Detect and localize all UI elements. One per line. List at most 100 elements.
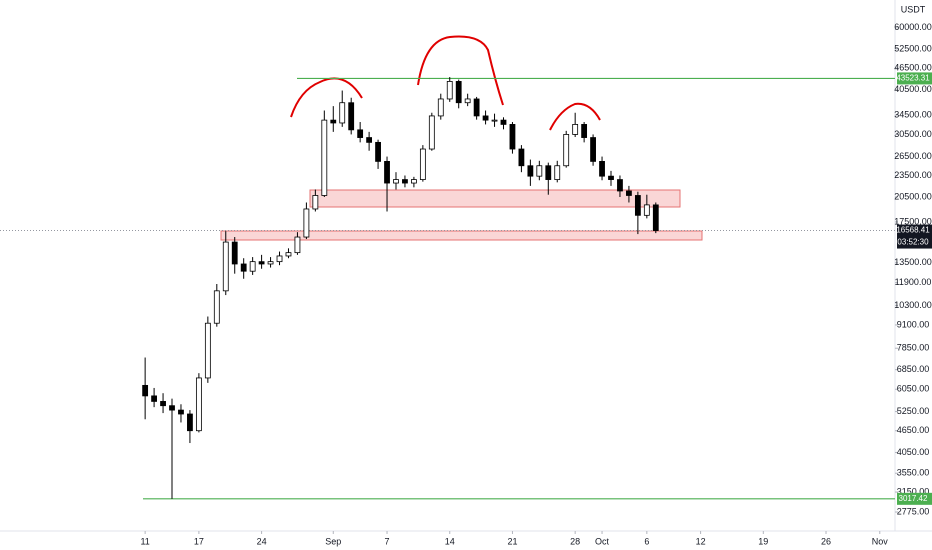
currency-label: USDT	[901, 4, 926, 14]
x-tick-label: 6	[644, 536, 649, 546]
x-tick-label: 19	[758, 536, 768, 546]
y-tick-label: 17500.00	[894, 216, 932, 226]
x-tick-label: 21	[507, 536, 517, 546]
candle-body	[169, 405, 175, 411]
candle-body	[303, 208, 310, 238]
y-tick-label: 6050.00	[897, 384, 930, 394]
candle-body	[222, 241, 229, 292]
candle-body	[285, 252, 292, 257]
candle-body	[455, 81, 462, 104]
y-tick-label: 3550.00	[897, 468, 930, 478]
y-tick-label: 20500.00	[894, 191, 932, 201]
x-tick-label: Sep	[325, 536, 341, 546]
left-shoulder	[290, 77, 363, 118]
y-tick-label: 34500.00	[894, 109, 932, 119]
right-shoulder	[549, 102, 601, 131]
candle-body	[249, 261, 256, 272]
candle-body	[195, 377, 202, 432]
candle-body	[536, 165, 543, 177]
candle-body	[518, 148, 525, 167]
x-tick-label: 24	[257, 536, 267, 546]
y-tick-label: 40500.00	[894, 84, 932, 94]
y-tick-label: 23500.00	[894, 170, 932, 180]
candle-body	[339, 102, 346, 124]
candle-body	[187, 413, 193, 432]
pattern-drawings	[290, 35, 601, 131]
candle-body	[151, 395, 157, 402]
candle-body	[563, 134, 570, 167]
candle-body	[545, 165, 552, 180]
x-tick-label: 28	[570, 536, 580, 546]
candle-body	[258, 261, 265, 265]
y-tick-label: 30500.00	[894, 129, 932, 139]
x-tick-label: Nov	[872, 536, 889, 546]
candle-body	[590, 137, 596, 162]
candle-body	[213, 290, 220, 324]
y-tick-label: 60000.00	[894, 22, 932, 32]
x-tick-label: 7	[385, 536, 390, 546]
candle-body	[402, 179, 408, 184]
x-tick-label: 17	[194, 536, 204, 546]
candle-body	[419, 148, 426, 180]
candle-body	[330, 119, 337, 124]
last-price-label: 16568.41	[896, 226, 930, 235]
candle-body	[572, 124, 579, 135]
candle-body	[142, 384, 149, 397]
y-tick-label: 4650.00	[897, 425, 930, 435]
candle-body	[240, 263, 247, 272]
candle-body	[509, 124, 516, 150]
candle-body	[294, 236, 301, 254]
y-tick-label: 46500.00	[894, 62, 932, 72]
y-tick-label: 3150.00	[897, 486, 930, 496]
candle-body	[599, 160, 605, 177]
candle-body	[204, 322, 211, 379]
candle-body	[160, 401, 166, 407]
candle-body	[178, 409, 184, 415]
candle-body	[554, 165, 561, 180]
candle-body	[366, 137, 373, 143]
candle-body	[634, 195, 641, 216]
candle-body	[276, 255, 283, 263]
candle-body	[357, 129, 364, 138]
candle-body	[500, 119, 507, 125]
candle-body	[393, 179, 399, 184]
support-zone	[220, 230, 703, 241]
x-tick-label: 14	[445, 536, 455, 546]
y-tick-label: 4050.00	[897, 447, 930, 457]
candle-body	[473, 98, 480, 117]
y-tick-label: 52500.00	[894, 43, 932, 53]
y-tick-label: 5250.00	[897, 406, 930, 416]
support-zone	[309, 189, 681, 208]
y-tick-label: 9100.00	[897, 319, 930, 329]
candle-body	[348, 102, 355, 131]
y-tick-label: 6850.00	[897, 364, 930, 374]
candle-body	[428, 115, 435, 150]
candle-body	[384, 160, 390, 184]
countdown-label: 03:52:30	[897, 238, 929, 247]
x-tick-label: Oct	[595, 536, 610, 546]
candle-body	[267, 261, 274, 265]
y-tick-label: 2775.00	[897, 506, 930, 516]
candle-body	[643, 204, 650, 216]
x-tick-label: 11	[140, 536, 149, 546]
y-tick-label: 26500.00	[894, 151, 932, 161]
candle-body	[411, 179, 417, 184]
candle-body	[321, 119, 328, 196]
candle-body	[608, 175, 614, 180]
candle-body	[446, 81, 453, 100]
y-tick-label: 7850.00	[897, 343, 930, 353]
y-tick-label: 13500.00	[894, 257, 932, 267]
price-level-tag	[897, 492, 932, 505]
candle-body	[482, 115, 489, 121]
price-level-label: 43523.31	[896, 74, 930, 83]
x-tick-label: 12	[696, 536, 706, 546]
candle-body	[464, 98, 471, 104]
candle-body	[312, 195, 319, 210]
candle-body	[617, 179, 623, 192]
x-tick-label: 26	[821, 536, 831, 546]
head	[417, 35, 504, 106]
y-tick-label: 11900.00	[895, 277, 932, 287]
